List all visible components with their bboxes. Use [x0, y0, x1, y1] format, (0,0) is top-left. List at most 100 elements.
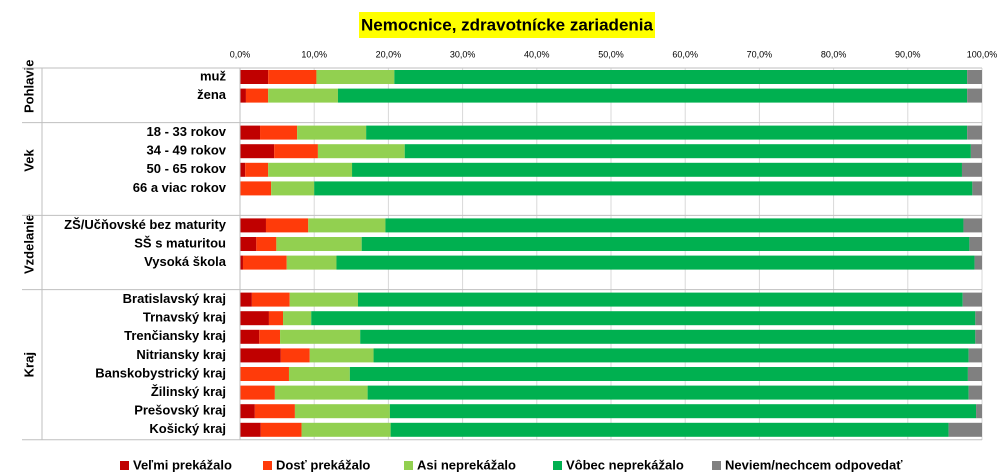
category-label: Nitriansky kraj: [136, 347, 226, 362]
x-tick-label: 40,0%: [524, 49, 550, 59]
bar-segment: [288, 367, 350, 381]
bar-segment: [357, 292, 963, 307]
category-label: Žilinský kraj: [151, 384, 226, 399]
category-label: 66 a viac rokov: [133, 180, 227, 195]
category-label: 18 - 33 rokov: [147, 124, 227, 139]
bar-segment: [394, 70, 968, 84]
bar-segment: [390, 422, 949, 437]
bar-segment: [367, 385, 969, 400]
bar-segment: [251, 292, 290, 307]
bar-segment: [967, 70, 982, 84]
bar-segment: [968, 348, 982, 363]
bar-segment: [972, 181, 982, 196]
legend-label: Vôbec neprekážalo: [566, 457, 684, 472]
bar-segment: [240, 311, 269, 326]
bar-segment: [337, 88, 968, 103]
legend-label: Asi neprekážalo: [417, 457, 516, 472]
bar-segment: [317, 144, 405, 159]
category-label: Banskobystrický kraj: [95, 365, 226, 380]
legend-label: Veľmi prekážalo: [133, 457, 232, 472]
group-label: Vzdelanie: [21, 214, 36, 274]
bar-segment: [245, 88, 269, 103]
x-tick-label: 90,0%: [895, 49, 921, 59]
bar-segment: [240, 125, 261, 140]
bar-segment: [254, 404, 295, 419]
legend-swatch: [263, 461, 272, 470]
bar-segment: [970, 144, 982, 159]
bar-segment: [309, 348, 374, 363]
bar-segment: [245, 162, 269, 177]
bar-segment: [260, 422, 302, 437]
bar-segment: [240, 88, 246, 103]
bar-segment: [373, 348, 969, 363]
category-label: 50 - 65 rokov: [147, 161, 227, 176]
bar-segment: [274, 144, 318, 159]
x-tick-label: 50,0%: [598, 49, 624, 59]
bar-segment: [240, 404, 255, 419]
bar-segment: [274, 385, 368, 400]
bar-segment: [975, 329, 982, 344]
bar-segment: [240, 162, 246, 177]
category-label: Bratislavský kraj: [123, 291, 226, 306]
bar-segment: [240, 144, 275, 159]
bar-segment: [268, 311, 284, 326]
x-tick-label: 80,0%: [821, 49, 847, 59]
group-label: Vek: [21, 149, 36, 172]
bar-segment: [948, 422, 982, 437]
chart-title: Nemocnice, zdravotnícke zariadenia: [361, 15, 653, 34]
category-label: SŠ s maturitou: [134, 235, 226, 250]
legend-swatch: [553, 461, 562, 470]
bar-segment: [311, 311, 976, 326]
category-label: ZŠ/Učňovské bez maturity: [64, 217, 227, 232]
legend-swatch: [712, 461, 721, 470]
bar-segment: [240, 181, 272, 196]
bar-segment: [967, 367, 982, 381]
x-tick-label: 100,0%: [967, 49, 997, 59]
category-label: 34 - 49 rokov: [147, 143, 227, 158]
bar-segment: [286, 255, 337, 270]
bar-segment: [240, 329, 260, 344]
bar-segment: [283, 311, 312, 326]
bar-segment: [268, 88, 338, 103]
bar-segment: [289, 292, 358, 307]
x-tick-label: 20,0%: [376, 49, 402, 59]
x-tick-label: 10,0%: [301, 49, 327, 59]
bar-segment: [240, 70, 269, 84]
bar-segment: [360, 329, 976, 344]
bar-segment: [268, 162, 353, 177]
bar-segment: [316, 70, 395, 84]
legend-swatch: [404, 461, 413, 470]
bar-segment: [969, 237, 982, 251]
bar-segment: [385, 218, 964, 233]
legend-swatch: [120, 461, 129, 470]
x-tick-label: 30,0%: [450, 49, 476, 59]
bar-segment: [240, 255, 243, 270]
bar-segment: [280, 329, 361, 344]
bar-segment: [968, 385, 982, 400]
bar-segment: [361, 237, 970, 251]
bar-segment: [961, 162, 982, 177]
bar-segment: [240, 348, 281, 363]
bar-segment: [280, 348, 310, 363]
x-tick-label: 70,0%: [747, 49, 773, 59]
bar-segment: [404, 144, 971, 159]
bar-segment: [349, 367, 968, 381]
bar-segment: [336, 255, 975, 270]
bar-segment: [297, 125, 367, 140]
bar-segment: [240, 385, 275, 400]
bar-segment: [271, 181, 315, 196]
group-label: Kraj: [21, 352, 36, 377]
x-tick-label: 0,0%: [230, 49, 251, 59]
bar-segment: [268, 70, 317, 84]
bar-segment: [314, 181, 973, 196]
bar-segment: [260, 125, 298, 140]
bar-segment: [240, 237, 257, 251]
bar-segment: [962, 292, 982, 307]
category-label: muž: [200, 68, 227, 83]
bar-segment: [256, 237, 277, 251]
bar-segment: [276, 237, 362, 251]
bar-segment: [389, 404, 977, 419]
category-label: Košický kraj: [149, 421, 226, 436]
bar-segment: [963, 218, 982, 233]
